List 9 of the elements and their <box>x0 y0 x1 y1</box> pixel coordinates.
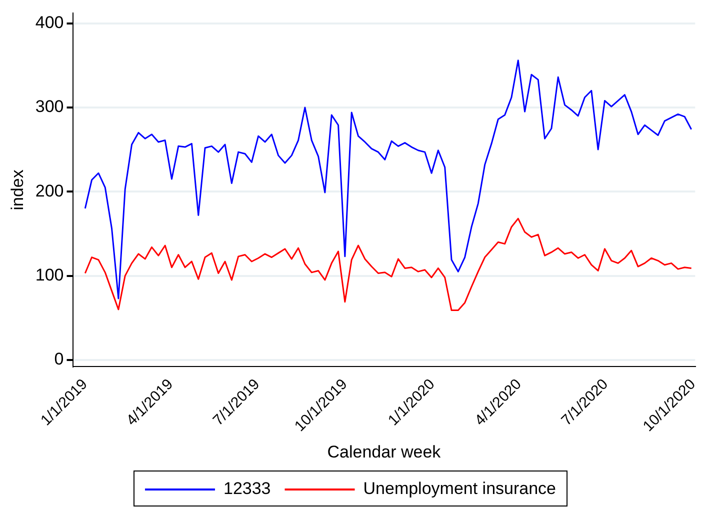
y-tick-label: 100 <box>35 265 64 284</box>
y-tick-label: 200 <box>35 181 64 200</box>
y-tick-label: 400 <box>35 12 64 32</box>
y-tick-label: 300 <box>35 97 64 116</box>
legend-label: 12333 <box>223 479 271 498</box>
y-tick-label: 0 <box>54 350 64 369</box>
y-axis-title: index <box>8 169 27 210</box>
legend-label: Unemployment insurance <box>363 479 556 498</box>
x-axis-title: Calendar week <box>327 442 442 462</box>
